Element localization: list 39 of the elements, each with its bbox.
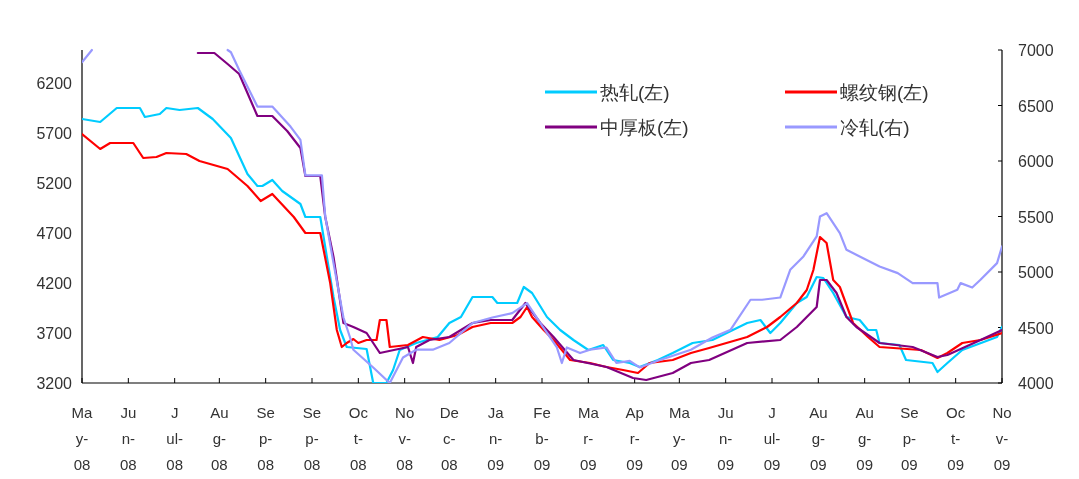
xtick: No v- 08 [395, 404, 415, 473]
xtick: Se p- 09 [900, 404, 919, 473]
xtick: J ul- 08 [166, 404, 183, 473]
xtick: Ja n- 09 [487, 404, 504, 473]
ytick: 3200 [36, 375, 72, 392]
xtick: Ap r- 09 [625, 404, 644, 473]
xtick: Se p- 08 [302, 404, 322, 473]
xtick: J ul- 09 [763, 404, 781, 473]
legend-label: 螺纹钢(左) [840, 82, 929, 103]
ytick: 5200 [36, 175, 72, 192]
xtick: Ma r- 09 [577, 404, 599, 473]
y2tick: 5500 [1018, 208, 1054, 226]
y2tick: 6500 [1018, 97, 1054, 115]
xtick: Ju n- 09 [717, 404, 734, 473]
xtick: Au g- 09 [809, 404, 828, 473]
y2tick: 4500 [1018, 319, 1054, 337]
ytick: 6200 [36, 75, 72, 92]
xtick: Se p- 08 [256, 404, 275, 473]
xtick: Ju n- 08 [120, 404, 137, 473]
xtick: Ma y- 08 [71, 404, 93, 473]
xtick: No v- 09 [992, 404, 1012, 473]
xtick: Ma y- 09 [668, 404, 690, 473]
xtick: Oc t- 08 [348, 404, 368, 473]
ytick: 4200 [36, 275, 72, 292]
ytick: 5700 [36, 125, 72, 142]
y2tick: 7000 [1018, 42, 1054, 59]
xtick: Au g- 09 [855, 404, 874, 473]
legend-label: 中厚板(左) [600, 117, 689, 138]
legend-label: 冷轧(右) [840, 117, 910, 138]
ytick: 3700 [36, 325, 72, 342]
y2tick: 5000 [1018, 264, 1054, 281]
xtick: Oc t- 09 [946, 404, 966, 473]
y2tick: 6000 [1018, 153, 1054, 170]
legend-label: 热轧(左) [600, 82, 670, 103]
ytick: 4700 [36, 225, 72, 242]
xtick: Fe b- 09 [533, 404, 551, 473]
xtick: Au g- 08 [210, 404, 229, 473]
xtick: De c- 08 [439, 404, 459, 473]
y2tick: 4000 [1018, 375, 1054, 392]
